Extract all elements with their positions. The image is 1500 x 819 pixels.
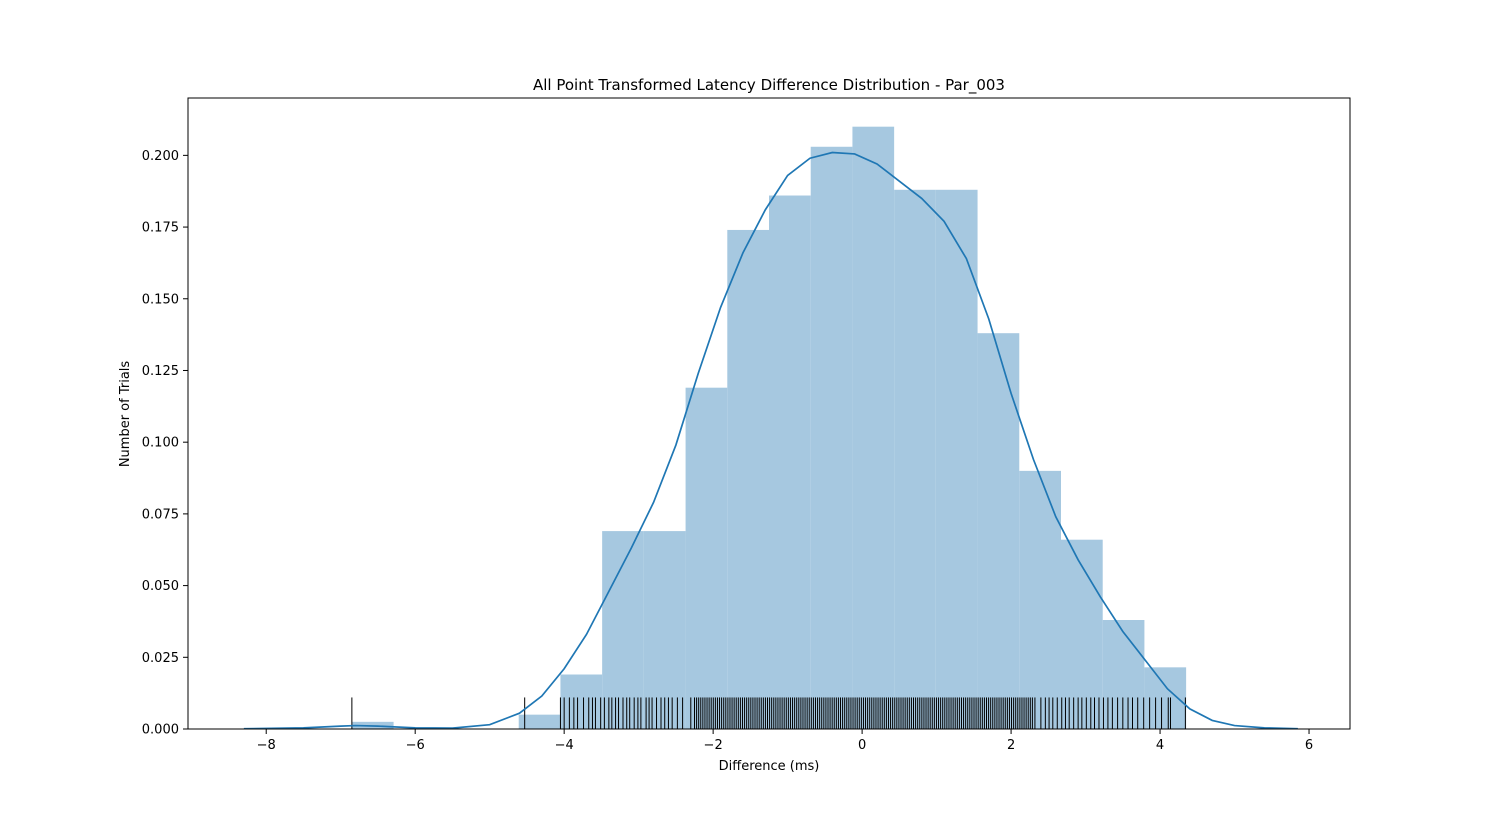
histogram-bars xyxy=(351,126,1187,730)
chart-title: All Point Transformed Latency Difference… xyxy=(533,76,1005,95)
histogram-bar xyxy=(1019,470,1061,729)
x-tick-label: 6 xyxy=(1305,738,1313,753)
histogram-bar xyxy=(643,531,686,729)
histogram-bar xyxy=(977,333,1020,729)
y-axis-label: Number of Trials xyxy=(118,361,133,468)
y-tick-label: 0.200 xyxy=(142,149,179,164)
y-tick-label: 0.000 xyxy=(142,723,179,738)
histogram-bar xyxy=(727,229,769,729)
histogram-bar xyxy=(935,189,978,730)
y-tick-label: 0.025 xyxy=(142,651,179,666)
y-tick-label: 0.050 xyxy=(142,579,179,594)
histogram-bar xyxy=(769,195,811,729)
histogram-bar xyxy=(518,714,561,729)
histogram-bar xyxy=(1144,667,1187,729)
histogram-bar xyxy=(685,387,728,729)
x-tick-label: 0 xyxy=(858,738,866,753)
rug-ticks xyxy=(351,697,1186,729)
kde-curve xyxy=(243,151,1298,730)
y-tick-label: 0.150 xyxy=(142,292,179,307)
x-axis-ticks: −8 −6 −4 −2 0 2 4 6 xyxy=(257,729,1313,753)
histogram-bar xyxy=(852,126,895,729)
y-axis-ticks: 0.000 0.025 0.050 0.075 0.100 0.125 0.150 0.175… xyxy=(142,149,188,738)
y-tick-label: 0.125 xyxy=(142,364,179,379)
y-tick-label: 0.100 xyxy=(142,436,179,451)
x-tick-label: 4 xyxy=(1156,738,1164,753)
histogram-bar xyxy=(810,146,853,729)
x-axis-label: Difference (ms) xyxy=(719,759,820,774)
x-tick-label: −2 xyxy=(704,738,723,753)
x-tick-label: 2 xyxy=(1007,738,1015,753)
x-tick-label: −8 xyxy=(257,738,276,753)
y-tick-label: 0.175 xyxy=(142,221,179,236)
x-tick-label: −4 xyxy=(555,738,574,753)
x-tick-label: −6 xyxy=(406,738,425,753)
plot-frame xyxy=(187,97,1351,730)
y-tick-label: 0.075 xyxy=(142,507,179,522)
histogram-bar xyxy=(894,189,936,730)
